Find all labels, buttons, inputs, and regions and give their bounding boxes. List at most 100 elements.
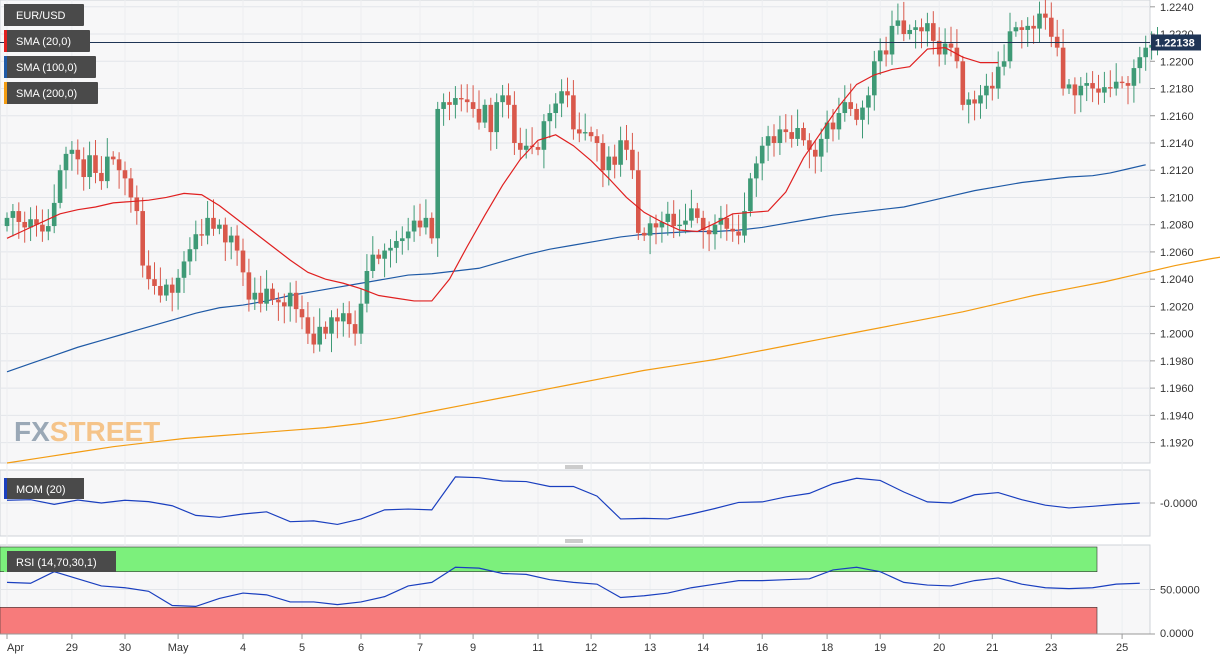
candle [700,210,706,249]
candle-body [978,95,983,104]
candle-body [1025,25,1030,30]
candle [506,83,511,119]
candle [1049,2,1054,48]
candle [87,141,92,190]
candle [346,301,352,338]
x-tick-label: 25 [1116,642,1128,654]
candle-body [1037,13,1042,29]
candle-body [695,208,700,218]
candle-body [1049,17,1054,37]
candle [541,114,547,169]
candle [34,205,39,237]
candle-body [1131,68,1137,86]
candle-body [1072,84,1078,96]
candle-body [199,234,204,236]
candle-body [46,226,51,232]
legend-item[interactable]: SMA (100,0) [4,56,96,78]
candle [193,220,199,262]
rsi-legend[interactable]: RSI (14,70,30,1) [4,551,116,572]
candle [813,141,818,174]
candle [712,214,718,250]
candle [494,93,499,149]
candle [105,138,110,189]
legend-item[interactable]: EUR/USD [4,4,84,26]
legend-box [4,56,96,78]
sma100-path [6,164,1146,373]
candle-body [854,108,859,120]
candle-body [1102,87,1107,93]
candle [1001,44,1007,76]
legend-label: RSI (14,70,30,1) [16,557,97,569]
rsi-overbought-zone [0,546,1098,573]
candle-body [488,104,494,133]
candle-body [382,250,387,259]
price-tick-label: 1.2180 [1160,84,1194,96]
candle [335,308,340,339]
candle-body [234,235,240,251]
candle [1084,72,1089,102]
candle [754,156,759,197]
price-tick-label: 1.2240 [1160,2,1194,14]
candle [28,207,33,242]
candle [364,254,370,313]
candle [695,202,700,224]
x-tick-label: 16 [756,642,768,654]
candle [258,275,263,313]
candle-body [63,153,69,171]
candle-body [1084,83,1089,86]
candle [641,227,647,242]
candle-body [335,317,340,322]
candle-body [1137,57,1143,69]
candle-body [276,299,281,303]
candle [1078,77,1084,113]
candle-body [995,66,1001,89]
legend-box [4,82,98,104]
candle-body [1108,87,1113,89]
price-tick-label: 1.2000 [1160,329,1194,341]
candle-body [482,104,488,123]
candle-body [476,108,482,123]
candle-body [942,43,948,55]
candle [718,205,724,239]
candle-body [866,95,871,108]
mom-legend[interactable]: MOM (20) [4,478,84,499]
mom-resize-handle[interactable] [565,465,583,469]
candle-body [1143,47,1148,58]
candle-body [895,20,901,26]
candle [110,151,116,165]
sma100-line [6,164,1146,373]
candle [689,189,694,228]
rsi-resize-handle[interactable] [565,539,583,543]
candle-body [4,217,10,227]
candle [158,267,163,303]
x-tick-label: 30 [119,642,131,654]
candle-body [435,108,440,239]
legend-color-swatch [4,30,7,52]
price-tick-label: 1.2140 [1160,138,1194,150]
candle [836,97,842,140]
legend-item[interactable]: SMA (200,0) [4,82,98,104]
candle-body [606,156,612,171]
candle-body [146,265,151,280]
candle-body [889,25,895,55]
x-tick-label: 5 [299,642,305,654]
candle [895,3,901,35]
candle [984,73,989,109]
candle-body [759,145,765,164]
current-price-tag [1151,34,1201,51]
candle [1119,76,1125,89]
candle [470,85,476,118]
candle-body [40,224,45,232]
candle [152,262,157,295]
candle-body [193,234,199,250]
candle [1007,12,1013,69]
candle-body [1060,47,1066,89]
candle-body [689,208,694,221]
legend-item[interactable]: SMA (20,0) [4,30,90,52]
candle-body [1125,83,1131,86]
candle [842,85,848,122]
candle [582,113,588,141]
candle [995,51,1001,99]
candle-body [700,217,706,231]
candle-body [10,211,16,218]
